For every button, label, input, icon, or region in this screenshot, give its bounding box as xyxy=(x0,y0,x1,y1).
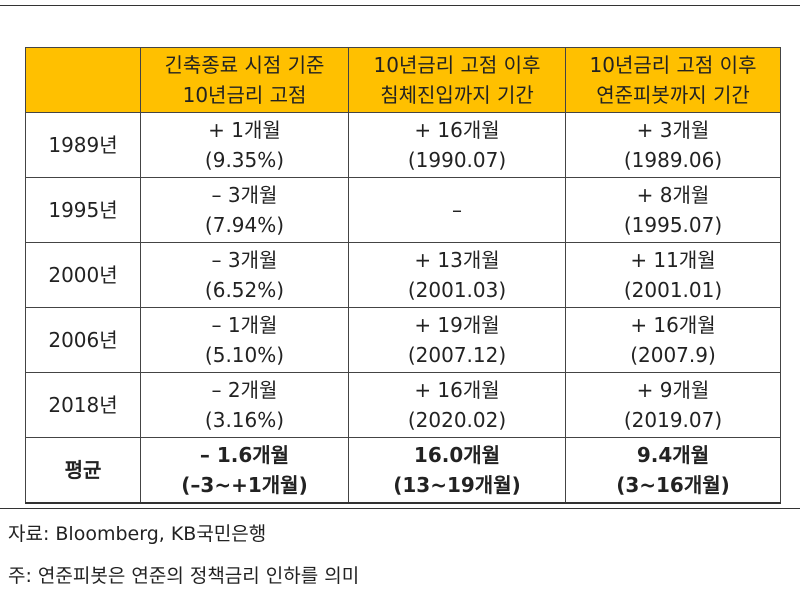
cell-line: (1990.07) xyxy=(407,148,507,172)
data-cell: + 16개월 (2007.9) xyxy=(565,307,781,373)
cell-line: + 16개월 xyxy=(630,313,716,337)
cell-line: 10년금리 고점 xyxy=(182,83,307,107)
cell-line: – 1개월 xyxy=(211,313,278,337)
cell-line: (2007.9) xyxy=(630,343,716,367)
cell-line: + 8개월 xyxy=(636,183,710,207)
data-table: 긴축종료 시점 기준 10년금리 고점 10년금리 고점 이후 침체진입까지 기간 10… xyxy=(25,47,781,504)
cell-line: (2001.03) xyxy=(407,278,507,302)
data-cell: – 3개월 (6.52%) xyxy=(140,242,349,308)
cell-line: (2001.01) xyxy=(623,278,723,302)
data-cell: + 16개월 (2020.02) xyxy=(348,372,566,438)
cell-line: (5.10%) xyxy=(204,343,285,367)
cell-line: (3~16개월) xyxy=(616,472,730,497)
cell-line: (7.94%) xyxy=(204,213,285,237)
note: 자료: Bloomberg, KB국민은행 xyxy=(8,523,267,545)
cell-line: + 16개월 xyxy=(414,378,500,402)
top-rule xyxy=(0,5,800,6)
data-row: 1989년 + 1개월 (9.35%) + 16개월 (1990.07) + 3개월 (19… xyxy=(25,112,781,178)
data-cell: + 16개월 (1990.07) xyxy=(348,112,566,178)
cell-line: (–3~+1개월) xyxy=(181,472,308,497)
cell-line: 긴축종료 시점 기준 xyxy=(164,53,325,77)
cell-line: + 9개월 xyxy=(636,378,710,402)
data-cell: + 11개월 (2001.01) xyxy=(565,242,781,308)
cell-line: + 16개월 xyxy=(414,118,500,142)
cell-line: (13~19개월) xyxy=(393,472,521,497)
cell-line: 9.4개월 xyxy=(636,442,710,467)
data-cell: 9.4개월 (3~16개월) xyxy=(565,437,781,504)
data-cell: – 2개월 (3.16%) xyxy=(140,372,349,438)
cell-line: + 19개월 xyxy=(414,313,500,337)
data-cell: – 3개월 (7.94%) xyxy=(140,177,349,243)
cell-line: (1995.07) xyxy=(623,213,723,237)
cell-line: + 11개월 xyxy=(630,248,716,272)
cell-line: 침체진입까지 기간 xyxy=(380,83,534,107)
cell-line: + 3개월 xyxy=(636,118,710,142)
cell-line: 10년금리 고점 이후 xyxy=(589,53,757,77)
cell-line: (9.35%) xyxy=(204,148,285,172)
cell-line: (2020.02) xyxy=(407,408,507,432)
cell-line: 10년금리 고점 이후 xyxy=(373,53,541,77)
row-label: 2006년 xyxy=(25,307,141,373)
row-label: 평균 xyxy=(25,437,141,504)
cell-line: – 1.6개월 xyxy=(199,442,290,467)
data-cell: + 9개월 (2019.07) xyxy=(565,372,781,438)
data-cell: – 1개월 (5.10%) xyxy=(140,307,349,373)
header-cell: 긴축종료 시점 기준 10년금리 고점 xyxy=(140,47,349,113)
cell-line: (3.16%) xyxy=(204,408,285,432)
cell-line: (2007.12) xyxy=(407,343,507,367)
cell-line: (1989.06) xyxy=(623,148,723,172)
cell-line: (6.52%) xyxy=(204,278,285,302)
bottom-rule xyxy=(0,508,800,509)
header-row: 긴축종료 시점 기준 10년금리 고점 10년금리 고점 이후 침체진입까지 기간 10… xyxy=(25,47,781,113)
cell-line: + 13개월 xyxy=(414,248,500,272)
data-cell: 16.0개월 (13~19개월) xyxy=(348,437,566,504)
data-cell: + 13개월 (2001.03) xyxy=(348,242,566,308)
cell-line: – xyxy=(452,198,462,222)
data-row: 1995년 – 3개월 (7.94%) – + 8개월 (1995.07) xyxy=(25,177,781,243)
note: 주: 연준피봇은 연준의 정책금리 인하를 의미 xyxy=(8,565,360,587)
row-label: 1995년 xyxy=(25,177,141,243)
data-cell: + 3개월 (1989.06) xyxy=(565,112,781,178)
row-label: 1989년 xyxy=(25,112,141,178)
row-label: 2018년 xyxy=(25,372,141,438)
data-row: 2018년 – 2개월 (3.16%) + 16개월 (2020.02) + 9개월 (20… xyxy=(25,372,781,438)
cell-line: + 1개월 xyxy=(208,118,281,142)
data-cell: + 1개월 (9.35%) xyxy=(140,112,349,178)
data-row: 평균 – 1.6개월 (–3~+1개월) 16.0개월 (13~19개월) 9.4개월 (3… xyxy=(25,437,781,504)
cell-line: – 3개월 xyxy=(211,183,278,207)
header-cell xyxy=(25,47,141,113)
cell-line: (2019.07) xyxy=(623,408,723,432)
cell-line: – 3개월 xyxy=(211,248,278,272)
cell-line: – 2개월 xyxy=(211,378,278,402)
data-row: 2006년 – 1개월 (5.10%) + 19개월 (2007.12) + 16개월 (2… xyxy=(25,307,781,373)
data-cell: + 19개월 (2007.12) xyxy=(348,307,566,373)
cell-line: 16.0개월 xyxy=(413,442,501,467)
row-label: 2000년 xyxy=(25,242,141,308)
data-row: 2000년 – 3개월 (6.52%) + 13개월 (2001.03) + 11개월 (2… xyxy=(25,242,781,308)
data-cell: – xyxy=(348,177,566,243)
cell-line: 연준피봇까지 기간 xyxy=(596,83,750,107)
data-cell: – 1.6개월 (–3~+1개월) xyxy=(140,437,349,504)
data-cell: + 8개월 (1995.07) xyxy=(565,177,781,243)
